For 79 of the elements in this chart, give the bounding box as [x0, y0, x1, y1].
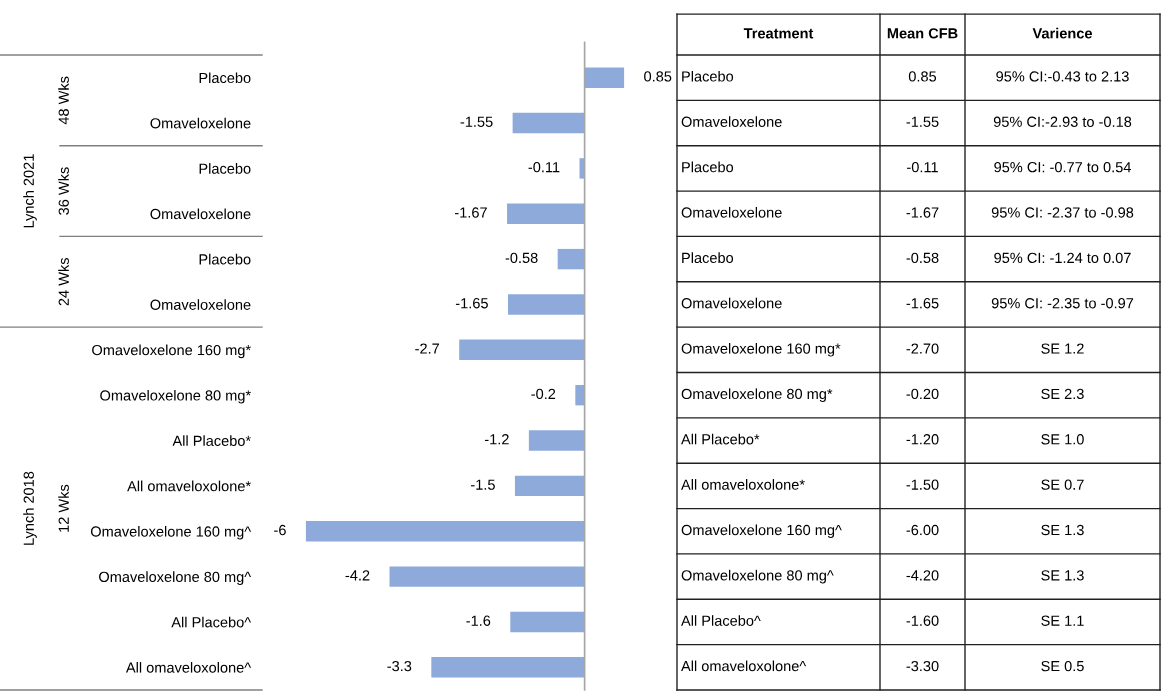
data-label: -0.58: [505, 252, 538, 264]
category-label: Omaveloxelone 80 mg^: [681, 569, 834, 584]
data-label: -0.2: [531, 388, 556, 400]
category-label: Omaveloxelone 80 mg*: [681, 388, 833, 402]
data-label: -1.6: [466, 615, 491, 626]
y-tick-label: Omaveloxelone 80 mg*: [100, 389, 251, 404]
text: -0.58: [906, 252, 939, 264]
text: -2.70: [906, 343, 939, 354]
y-tick-label: Placebo: [199, 72, 251, 84]
category-label: Omaveloxelone 160 mg*: [681, 343, 841, 357]
text: Mean CFB: [887, 28, 958, 39]
y-tick-label: Omaveloxelone: [150, 299, 251, 310]
text: Lynch 2018: [23, 471, 37, 545]
category-label: Omaveloxelone: [681, 206, 782, 218]
category-label: All Placebo^: [681, 615, 761, 626]
text: -3.30: [906, 660, 939, 672]
y-tick-label: All Placebo*: [172, 435, 251, 446]
text: Treatment: [743, 28, 814, 39]
data-label: 0.85: [644, 71, 672, 82]
category-label: All omaveloxolone^: [681, 660, 807, 672]
text: -1.60: [906, 615, 939, 626]
text: SE 2.3: [1041, 388, 1084, 400]
text: 95% CI: -1.24 to 0.07: [994, 252, 1131, 264]
text: -1.55: [906, 116, 939, 127]
text: Lynch 2021: [23, 154, 37, 228]
data-label: -0.11: [528, 161, 560, 173]
data-label: -3.3: [387, 660, 412, 672]
y-tick-label: Omaveloxelone 80 mg^: [99, 571, 252, 585]
y-tick-label: Placebo: [199, 163, 251, 174]
text: SE 1.0: [1041, 434, 1084, 445]
text: -4.20: [906, 570, 939, 581]
text: SE 0.7: [1041, 479, 1084, 490]
text: 36 Wks: [58, 167, 69, 215]
category-label: All omaveloxolone*: [681, 479, 805, 490]
text: SE 1.1: [1041, 615, 1084, 626]
text: 12 Wks: [58, 484, 69, 532]
data-label: -1.67: [455, 207, 487, 218]
text: -1.67: [906, 207, 939, 218]
y-tick-label: Placebo: [199, 253, 251, 265]
category-label: Omaveloxelone 160 mg^: [681, 524, 842, 539]
text: Varience: [1032, 27, 1093, 39]
text: 95% CI:-0.43 to 2.13: [996, 71, 1129, 82]
category-label: Placebo: [682, 161, 734, 173]
y-tick-label: Omaveloxelone: [150, 208, 251, 220]
y-tick-label: Omaveloxelone 160 mg^: [90, 525, 252, 540]
text: 48 Wks: [58, 76, 69, 125]
data-label: -4.2: [345, 570, 370, 581]
y-tick-label: All omaveloxolone^: [125, 662, 252, 673]
category-label: Placebo: [682, 70, 734, 82]
text: 95% CI: -2.35 to -0.97: [991, 298, 1134, 309]
y-tick-label: Omaveloxelone 160 mg*: [92, 344, 251, 359]
text: 95% CI:-2.93 to -0.18: [993, 116, 1132, 127]
text: -0.11: [907, 161, 938, 173]
data-label: -6: [274, 524, 286, 536]
category-label: All Placebo*: [681, 433, 760, 445]
category-label: Omaveloxelone: [681, 297, 782, 309]
text: SE 1.3: [1041, 524, 1084, 536]
text: 95% CI: -0.77 to 0.54: [994, 161, 1131, 173]
category-label: Placebo: [682, 252, 734, 264]
text: 24 Wks: [58, 258, 69, 306]
text: SE 1.2: [1041, 343, 1084, 354]
text: 0.85: [908, 71, 937, 82]
data-label: -1.2: [484, 434, 509, 445]
data-label: -2.7: [415, 343, 440, 354]
data-label: -1.5: [471, 479, 495, 490]
text: -1.65: [906, 298, 939, 309]
text: -1.20: [906, 434, 939, 445]
category-label: Omaveloxelone: [681, 116, 782, 127]
y-tick-label: Omaveloxelone: [150, 117, 251, 129]
text: 95% CI: -2.37 to -0.98: [991, 207, 1134, 218]
text: -0.20: [906, 388, 939, 400]
text: SE 0.5: [1041, 660, 1084, 672]
text: -1.50: [906, 479, 939, 490]
y-tick-label: All omaveloxolone*: [127, 480, 251, 492]
data-label: -1.65: [455, 298, 488, 309]
y-tick-label: All Placebo^: [171, 616, 252, 628]
text: -6.00: [906, 524, 939, 536]
text: SE 1.3: [1041, 570, 1084, 581]
data-label: -1.55: [460, 116, 493, 127]
